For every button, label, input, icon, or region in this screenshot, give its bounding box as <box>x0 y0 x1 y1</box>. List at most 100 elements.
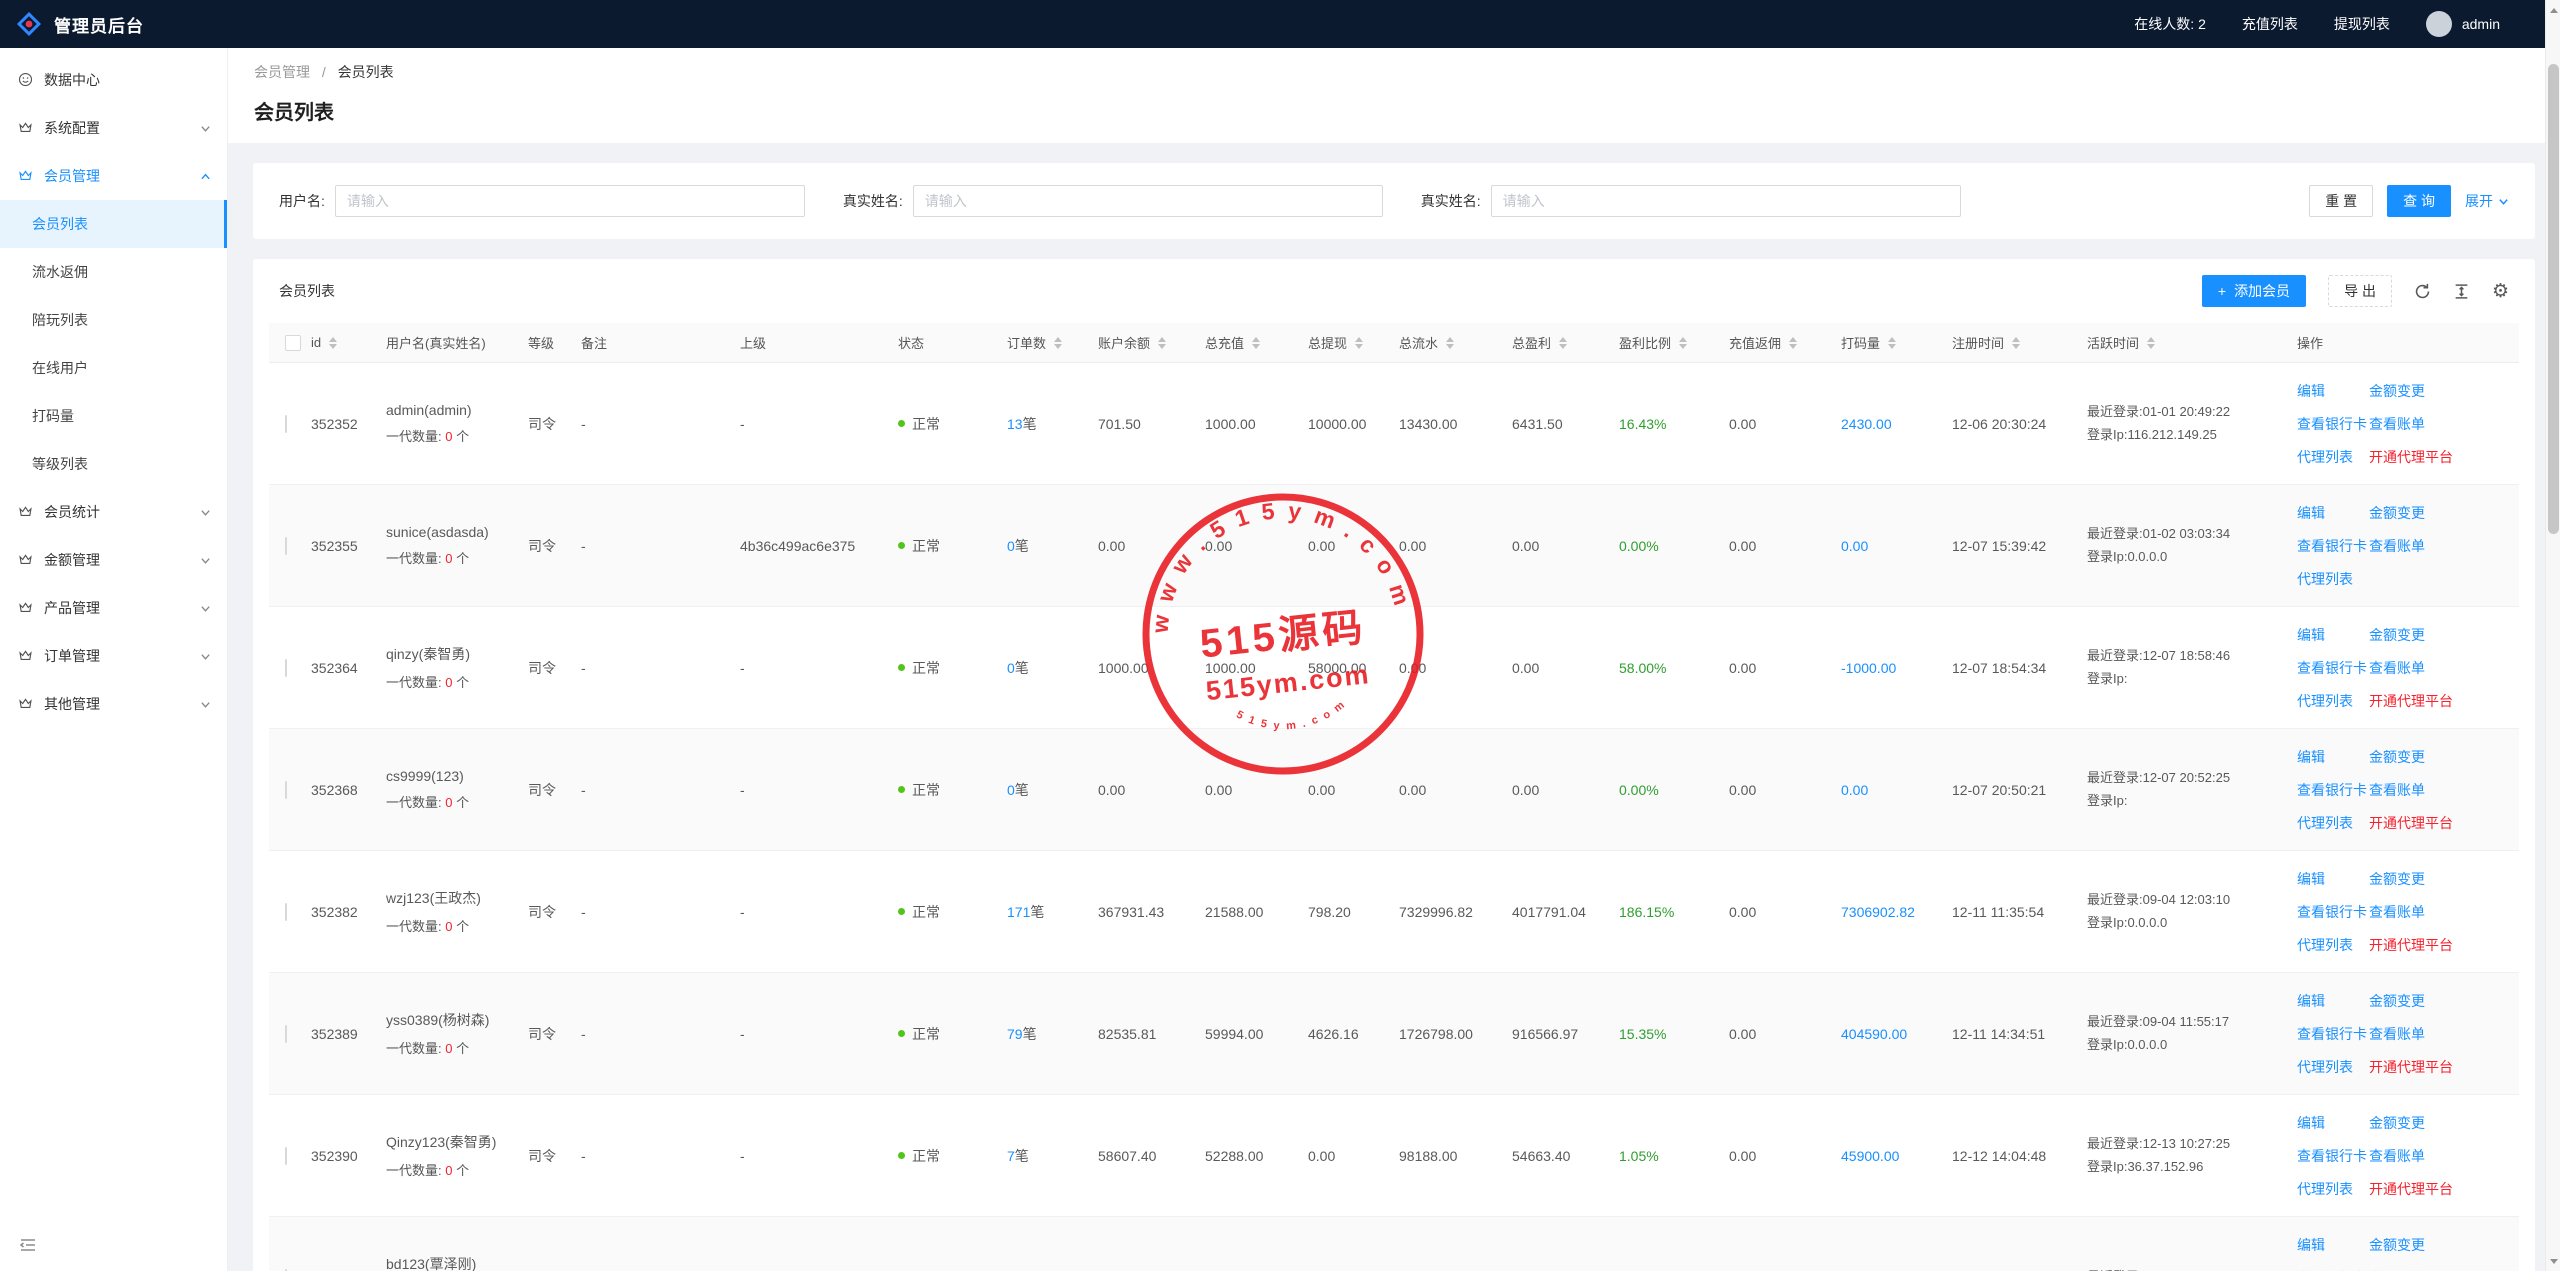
sidebar-item-3[interactable]: 会员统计 <box>0 488 227 536</box>
action-view-bankcard-link[interactable]: 查看银行卡 <box>2297 1147 2367 1164</box>
action-balance-change-link[interactable]: 金额变更 <box>2369 382 2425 399</box>
column-header[interactable]: 总提现 <box>1308 333 1399 352</box>
breadcrumb-parent[interactable]: 会员管理 <box>254 64 310 80</box>
sidebar-item-7[interactable]: 其他管理 <box>0 680 227 728</box>
dama-link[interactable]: 7306902.82 <box>1841 903 1915 920</box>
expand-toggle[interactable]: 展开 <box>2465 191 2509 211</box>
search-button[interactable]: 查 询 <box>2387 185 2451 217</box>
sidebar-subitem[interactable]: 会员列表 <box>0 200 227 248</box>
dama-link[interactable]: 404590.00 <box>1841 1025 1908 1042</box>
action-edit-link[interactable]: 编辑 <box>2297 992 2325 1009</box>
action-balance-change-link[interactable]: 金额变更 <box>2369 1236 2425 1253</box>
sort-caret-icon[interactable] <box>2147 336 2156 349</box>
row-checkbox[interactable] <box>285 536 287 555</box>
column-header[interactable]: 充值返佣 <box>1729 333 1841 352</box>
action-open-agent-link[interactable]: 开通代理平台 <box>2369 814 2453 831</box>
sort-caret-icon[interactable] <box>1054 336 1063 349</box>
action-balance-change-link[interactable]: 金额变更 <box>2369 504 2425 521</box>
action-view-bill-link[interactable]: 查看账单 <box>2369 537 2425 554</box>
vertical-scrollbar[interactable] <box>2545 0 2560 1271</box>
dama-link[interactable]: 45900.00 <box>1841 1147 1900 1164</box>
action-agent-list-link[interactable]: 代理列表 <box>2297 814 2353 831</box>
row-checkbox[interactable] <box>285 1024 287 1043</box>
action-view-bill-link[interactable]: 查看账单 <box>2369 903 2425 920</box>
action-edit-link[interactable]: 编辑 <box>2297 870 2325 887</box>
action-balance-change-link[interactable]: 金额变更 <box>2369 626 2425 643</box>
reset-button[interactable]: 重 置 <box>2309 185 2374 217</box>
action-view-bankcard-link[interactable]: 查看银行卡 <box>2297 415 2367 432</box>
column-header[interactable]: 总充值 <box>1205 333 1308 352</box>
order-count-link[interactable]: 13 <box>1007 415 1023 432</box>
action-view-bankcard-link[interactable]: 查看银行卡 <box>2297 537 2367 554</box>
action-agent-list-link[interactable]: 代理列表 <box>2297 448 2353 465</box>
action-open-agent-link[interactable]: 开通代理平台 <box>2369 1180 2453 1197</box>
sort-caret-icon[interactable] <box>1355 336 1364 349</box>
density-icon[interactable] <box>2453 283 2470 300</box>
row-checkbox[interactable] <box>285 1268 287 1271</box>
action-view-bill-link[interactable]: 查看账单 <box>2369 1025 2425 1042</box>
action-edit-link[interactable]: 编辑 <box>2297 382 2325 399</box>
user-menu[interactable]: admin <box>2425 11 2500 37</box>
action-edit-link[interactable]: 编辑 <box>2297 504 2325 521</box>
sidebar-item-5[interactable]: 产品管理 <box>0 584 227 632</box>
action-balance-change-link[interactable]: 金额变更 <box>2369 748 2425 765</box>
order-count-link[interactable]: 0 <box>1007 537 1015 554</box>
sort-caret-icon[interactable] <box>1888 336 1897 349</box>
refresh-icon[interactable] <box>2414 283 2431 300</box>
sidebar-item-0[interactable]: 数据中心 <box>0 56 227 104</box>
sidebar-item-2[interactable]: 会员管理 <box>0 152 227 200</box>
action-agent-list-link[interactable]: 代理列表 <box>2297 570 2353 587</box>
username-input[interactable] <box>334 185 805 217</box>
realname-input[interactable] <box>912 185 1383 217</box>
action-view-bill-link[interactable]: 查看账单 <box>2369 781 2425 798</box>
sort-caret-icon[interactable] <box>1446 336 1455 349</box>
action-open-agent-link[interactable]: 开通代理平台 <box>2369 448 2453 465</box>
order-count-link[interactable]: 0 <box>1007 659 1015 676</box>
column-header[interactable]: 注册时间 <box>1952 333 2087 352</box>
action-view-bankcard-link[interactable]: 查看银行卡 <box>2297 659 2367 676</box>
nav-withdraw-list-link[interactable]: 提现列表 <box>2333 16 2390 32</box>
sidebar-item-6[interactable]: 订单管理 <box>0 632 227 680</box>
action-view-bill-link[interactable]: 查看账单 <box>2369 659 2425 676</box>
sidebar-item-4[interactable]: 金额管理 <box>0 536 227 584</box>
sort-caret-icon[interactable] <box>329 336 338 349</box>
sidebar-subitem[interactable]: 等级列表 <box>0 440 227 488</box>
action-view-bill-link[interactable]: 查看账单 <box>2369 415 2425 432</box>
order-count-link[interactable]: 171 <box>1007 903 1031 920</box>
dama-link[interactable]: 0.00 <box>1841 537 1869 554</box>
action-balance-change-link[interactable]: 金额变更 <box>2369 1114 2425 1131</box>
sort-caret-icon[interactable] <box>1789 336 1798 349</box>
sidebar-subitem[interactable]: 打码量 <box>0 392 227 440</box>
row-checkbox[interactable] <box>285 658 287 677</box>
dama-link[interactable]: 0.00 <box>1841 781 1869 798</box>
action-edit-link[interactable]: 编辑 <box>2297 626 2325 643</box>
add-member-button[interactable]: + 添加会员 <box>2201 275 2307 307</box>
select-all-checkbox[interactable] <box>285 334 301 351</box>
action-open-agent-link[interactable]: 开通代理平台 <box>2369 692 2453 709</box>
dama-link[interactable]: 2430.00 <box>1841 415 1892 432</box>
sort-caret-icon[interactable] <box>1158 336 1167 349</box>
action-view-bill-link[interactable]: 查看账单 <box>2369 1268 2425 1271</box>
action-edit-link[interactable]: 编辑 <box>2297 1114 2325 1131</box>
sort-caret-icon[interactable] <box>1679 336 1688 349</box>
sidebar-item-1[interactable]: 系统配置 <box>0 104 227 152</box>
sidebar-subitem[interactable]: 流水返佣 <box>0 248 227 296</box>
action-view-bankcard-link[interactable]: 查看银行卡 <box>2297 903 2367 920</box>
row-checkbox[interactable] <box>285 780 287 799</box>
action-edit-link[interactable]: 编辑 <box>2297 1236 2325 1253</box>
action-view-bankcard-link[interactable]: 查看银行卡 <box>2297 1268 2369 1271</box>
sort-caret-icon[interactable] <box>2012 336 2021 349</box>
column-header[interactable]: 订单数 <box>1007 333 1098 352</box>
sort-caret-icon[interactable] <box>1559 336 1568 349</box>
column-header[interactable]: 盈利比例 <box>1619 333 1729 352</box>
nav-recharge-list-link[interactable]: 充值列表 <box>2241 16 2298 32</box>
sidebar-collapse-icon[interactable] <box>19 1238 36 1255</box>
export-button[interactable]: 导 出 <box>2328 275 2392 307</box>
action-view-bankcard-link[interactable]: 查看银行卡 <box>2297 1025 2367 1042</box>
dama-link[interactable]: -1000.00 <box>1841 659 1897 676</box>
column-header[interactable]: 打码量 <box>1841 333 1952 352</box>
column-header[interactable]: 账户余额 <box>1098 333 1205 352</box>
action-balance-change-link[interactable]: 金额变更 <box>2369 870 2425 887</box>
settings-gear-icon[interactable]: ⚙ <box>2491 280 2509 302</box>
action-view-bankcard-link[interactable]: 查看银行卡 <box>2297 781 2367 798</box>
